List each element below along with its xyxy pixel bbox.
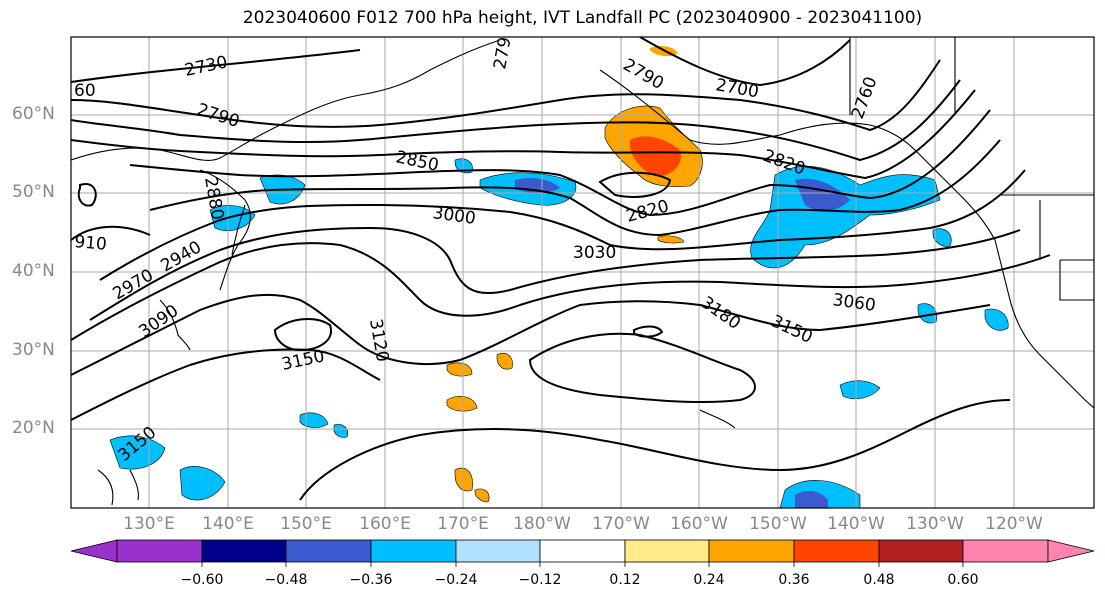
colorbar-tick: −0.12 bbox=[518, 572, 562, 588]
lon-label-140e: 140°E bbox=[202, 514, 254, 534]
colorbar-tick: −0.48 bbox=[264, 572, 308, 588]
map-title: 2023040600 F012 700 hPa height, IVT Land… bbox=[242, 8, 923, 28]
colorbar-tick: −0.36 bbox=[349, 572, 393, 588]
colorbar-extend-high bbox=[1047, 539, 1095, 563]
ivt-negative-anomaly-areas bbox=[109, 158, 1009, 508]
lat-label-60n: 60°N bbox=[12, 104, 55, 124]
colorbar-tick: 0.12 bbox=[609, 572, 641, 588]
lon-label-130e: 130°E bbox=[123, 514, 175, 534]
colorbar-tick: −0.24 bbox=[434, 572, 478, 588]
lon-label-170w: 170°W bbox=[592, 514, 650, 534]
lon-label-150e: 150°E bbox=[280, 514, 332, 534]
contour-label-60: 60 bbox=[74, 81, 96, 101]
lon-label-160e: 160°E bbox=[359, 514, 411, 534]
colorbar-tick: 0.60 bbox=[947, 572, 979, 588]
colorbar-tick: −0.60 bbox=[180, 572, 224, 588]
lat-label-50n: 50°N bbox=[12, 182, 55, 202]
lon-label-140w: 140°W bbox=[827, 514, 885, 534]
height-contours bbox=[71, 37, 1051, 501]
colorbar bbox=[70, 539, 1095, 567]
lat-label-20n: 20°N bbox=[12, 418, 55, 438]
lon-label-130w: 130°W bbox=[906, 514, 964, 534]
colorbar-tick: 0.36 bbox=[778, 572, 810, 588]
lat-label-30n: 30°N bbox=[12, 340, 55, 360]
colorbar-tick: 0.24 bbox=[693, 572, 725, 588]
lat-label-40n: 40°N bbox=[12, 261, 55, 281]
lon-label-180w: 180°W bbox=[513, 514, 571, 534]
lon-label-150w: 150°W bbox=[749, 514, 807, 534]
lon-label-170e: 170°E bbox=[437, 514, 489, 534]
colorbar-tick: 0.48 bbox=[863, 572, 895, 588]
contour-label-2910: 910 bbox=[74, 232, 108, 255]
lon-label-120w: 120°W bbox=[985, 514, 1043, 534]
colorbar-extend-low bbox=[70, 539, 118, 563]
lon-label-160w: 160°W bbox=[670, 514, 728, 534]
contour-label-3030: 3030 bbox=[573, 243, 616, 263]
map-frame bbox=[70, 36, 1095, 509]
